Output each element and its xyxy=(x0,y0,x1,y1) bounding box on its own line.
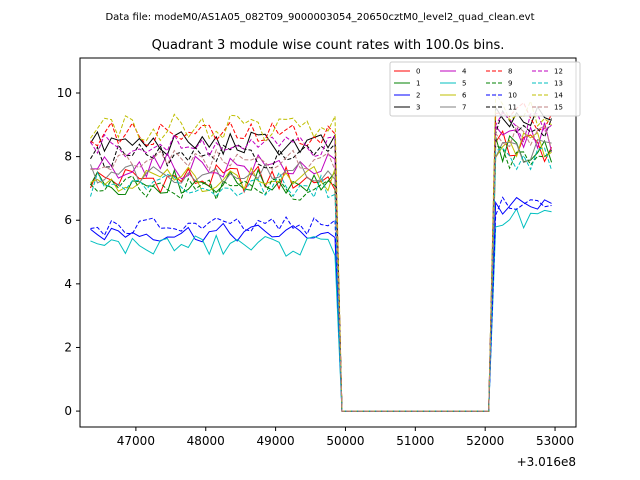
legend-label-6: 6 xyxy=(462,92,467,100)
x-tick-label: 50000 xyxy=(326,434,364,448)
legend-label-2: 2 xyxy=(416,92,420,100)
series-line-4 xyxy=(90,122,553,412)
figure-suptitle: Data file: modeM0/AS1A05_082T09_90000030… xyxy=(105,12,534,23)
series-line-15 xyxy=(90,124,553,412)
series-line-2 xyxy=(90,196,552,412)
legend-label-3: 3 xyxy=(416,104,420,112)
series-line-6 xyxy=(90,131,552,412)
series-line-1 xyxy=(90,134,553,412)
series-line-5 xyxy=(90,207,552,412)
x-tick-label: 48000 xyxy=(187,434,225,448)
legend-label-15: 15 xyxy=(554,104,563,112)
legend-frame xyxy=(389,61,581,117)
y-tick-label: 6 xyxy=(64,213,72,227)
legend-label-11: 11 xyxy=(508,104,517,112)
y-tick-label: 10 xyxy=(57,86,72,100)
y-tick-label: 2 xyxy=(64,340,72,354)
y-tick-label: 4 xyxy=(64,277,72,291)
legend-label-4: 4 xyxy=(462,68,467,76)
x-offset-label: +3.016e8 xyxy=(517,455,576,469)
y-tick-label: 8 xyxy=(64,150,72,164)
legend-label-0: 0 xyxy=(416,68,420,76)
legend-label-5: 5 xyxy=(462,80,466,88)
series-line-9 xyxy=(90,145,552,412)
plot-frame xyxy=(79,57,577,428)
x-tick-label: 49000 xyxy=(257,434,295,448)
series-line-12 xyxy=(90,112,552,412)
x-tick-label: 52000 xyxy=(466,434,504,448)
x-tick-label: 47000 xyxy=(117,434,155,448)
series-layer xyxy=(90,92,553,412)
y-tick-label: 0 xyxy=(64,404,72,418)
series-line-13 xyxy=(90,147,553,412)
legend-label-8: 8 xyxy=(508,68,512,76)
x-tick-label: 51000 xyxy=(396,434,434,448)
x-tick-label: 53000 xyxy=(536,434,574,448)
legend-label-12: 12 xyxy=(554,68,563,76)
legend-label-14: 14 xyxy=(554,92,563,100)
axes-layer: 47000 48000 49000 50000 51000 52000 53000 0 2 4 6 8… xyxy=(57,86,574,448)
legend-label-7: 7 xyxy=(462,104,466,112)
series-line-10 xyxy=(90,196,552,412)
series-line-7 xyxy=(90,138,552,412)
legend-label-1: 1 xyxy=(416,80,420,88)
legend-label-10: 10 xyxy=(508,92,517,100)
legend-label-9: 9 xyxy=(508,80,512,88)
chart-title: Quadrant 3 module wise count rates with … xyxy=(152,38,505,53)
legend-label-13: 13 xyxy=(554,80,563,88)
